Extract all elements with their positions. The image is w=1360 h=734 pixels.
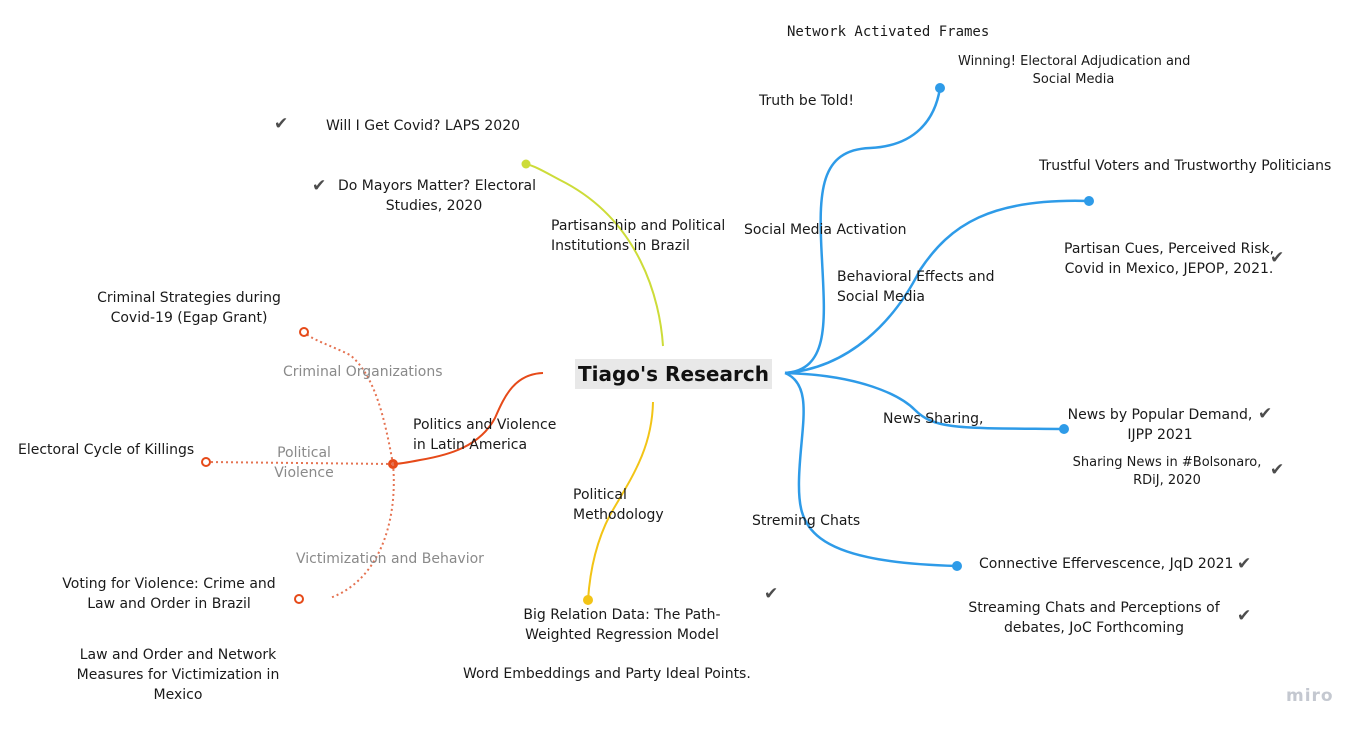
check-icon: ✔ [312, 176, 327, 196]
check-icon: ✔ [1270, 248, 1285, 268]
leaf-truth-be-told[interactable]: Truth be Told! [759, 93, 855, 109]
root-topic[interactable]: Tiago's Research [575, 359, 772, 389]
connector-social-media-activation [784, 87, 942, 375]
leaf-criminal-strategies[interactable]: Criminal Strategies during Covid-19 (Ega… [97, 290, 281, 326]
miro-logo: miro [1286, 686, 1334, 706]
branch-behavioral-effects[interactable]: Behavioral Effects and Social Media [837, 269, 995, 305]
leaf-big-relation-data[interactable]: Big Relation Data: The Path- Weighted Re… [523, 607, 721, 643]
leaf-partisan-cues[interactable]: Partisan Cues, Perceived Risk, Covid in … [1064, 241, 1275, 277]
branch-social-media-activation[interactable]: Social Media Activation [744, 222, 907, 238]
connector-criminal-organizations [303, 331, 394, 465]
node-dot-criminal-strategies [299, 327, 309, 337]
connector-political-violence [205, 461, 394, 465]
leaf-voting-for-violence[interactable]: Voting for Violence: Crime and Law and O… [62, 576, 276, 612]
connector-streaming-chats [784, 371, 958, 568]
connector-methodology [587, 401, 654, 601]
sub-branch-victimization[interactable]: Victimization and Behavior [296, 551, 484, 567]
leaf-law-and-order[interactable]: Law and Order and Network Measures for V… [76, 647, 280, 703]
branch-methodology[interactable]: Political Methodology [573, 487, 664, 523]
leaf-trustful-voters[interactable]: Trustful Voters and Trustworthy Politici… [1039, 158, 1332, 174]
leaf-streaming-chats-perceptions[interactable]: Streaming Chats and Perceptions of debat… [968, 600, 1220, 636]
node-dot-winning [935, 83, 945, 93]
node-dot-electoral-cycle [201, 457, 211, 467]
branch-news-sharing[interactable]: News Sharing, [883, 411, 984, 427]
connector-victimization [329, 463, 395, 599]
check-icon: ✔ [1270, 460, 1285, 480]
node-dot-news-popular [1059, 424, 1069, 434]
leaf-news-by-popular-demand[interactable]: News by Popular Demand, IJPP 2021 [1067, 407, 1253, 443]
leaf-network-activated-frames[interactable]: Network Activated Frames [787, 24, 990, 40]
connector-behavioral-effects [784, 199, 1090, 375]
branch-streaming-chats[interactable]: Streming Chats [752, 513, 861, 529]
check-icon: ✔ [1258, 404, 1273, 424]
leaf-connective-effervescence[interactable]: Connective Effervescence, JqD 2021 [979, 556, 1234, 572]
leaf-winning[interactable]: Winning! Electoral Adjudication and Soci… [958, 54, 1191, 87]
leaf-sharing-news-bolsonaro[interactable]: Sharing News in #Bolsonaro, RDiJ, 2020 [1072, 455, 1262, 488]
leaf-electoral-cycle[interactable]: Electoral Cycle of Killings [18, 442, 195, 458]
node-dot-partisanship [521, 159, 531, 169]
connector-partisanship [525, 163, 664, 347]
branch-politics-violence[interactable]: Politics and Violence in Latin America [413, 417, 557, 453]
node-dot-voting-violence [294, 594, 304, 604]
node-dot-connective [952, 561, 962, 571]
leaf-word-embeddings[interactable]: Word Embeddings and Party Ideal Points. [463, 666, 751, 682]
sub-branch-political-violence[interactable]: Political Violence [274, 445, 334, 481]
check-icon: ✔ [764, 584, 779, 604]
check-icon: ✔ [274, 114, 289, 134]
connector-news-sharing [784, 371, 1065, 431]
node-dot-trustful-voters [1084, 196, 1094, 206]
node-dot-big-relation [583, 595, 593, 605]
leaf-do-mayors-matter[interactable]: Do Mayors Matter? Electoral Studies, 202… [338, 178, 537, 214]
sub-branch-criminal-organizations[interactable]: Criminal Organizations [283, 364, 443, 380]
check-icon: ✔ [1237, 554, 1252, 574]
branch-partisanship[interactable]: Partisanship and Political Institutions … [551, 218, 726, 254]
check-icon: ✔ [1237, 606, 1252, 626]
leaf-will-i-get-covid[interactable]: Will I Get Covid? LAPS 2020 [326, 118, 521, 134]
connector-politics-violence [392, 372, 544, 465]
